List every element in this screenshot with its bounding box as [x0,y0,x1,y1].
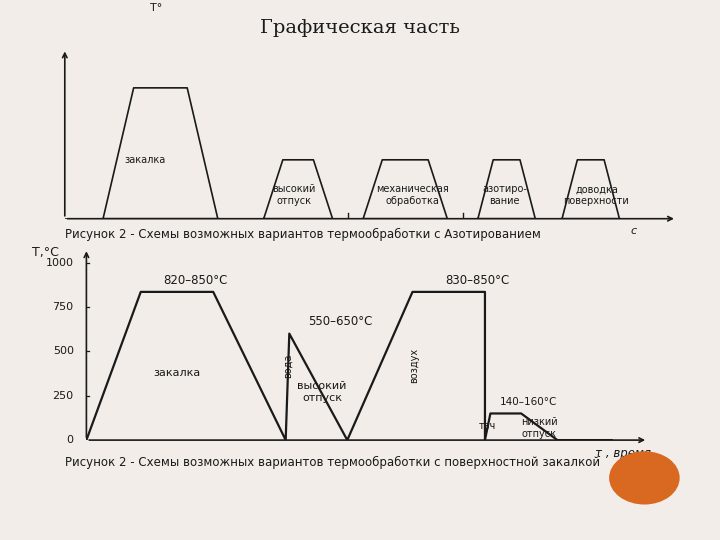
Text: 140–160°C: 140–160°C [500,397,557,407]
Text: азотиро-
вание: азотиро- вание [482,184,527,206]
Text: твч: твч [479,421,496,431]
Text: вода: вода [283,353,293,378]
Text: низкий
отпуск: низкий отпуск [521,417,557,439]
Text: Графическая часть: Графическая часть [260,19,460,37]
Text: 250: 250 [53,391,73,401]
Text: Рисунок 2 - Схемы возможных вариантов термообработки с поверхностной закалкой: Рисунок 2 - Схемы возможных вариантов те… [65,456,600,469]
Text: 1000: 1000 [45,258,73,268]
Text: 830–850°C: 830–850°C [446,274,510,287]
Text: закалка: закалка [125,155,166,165]
Text: механическая
обработка: механическая обработка [377,184,449,206]
Text: с: с [631,226,637,236]
Text: доводка
поверхности: доводка поверхности [564,184,629,206]
Text: 550–650°C: 550–650°C [308,315,372,328]
Text: 0: 0 [67,435,73,445]
Text: закалка: закалка [153,368,201,377]
Text: 500: 500 [53,346,73,356]
Text: высокий
отпуск: высокий отпуск [297,381,346,403]
Text: воздух: воздух [409,348,419,383]
Text: τ , время: τ , время [595,447,651,460]
Text: 820–850°C: 820–850°C [163,274,228,287]
Text: высокий
отпуск: высокий отпуск [273,184,316,206]
Text: Рисунок 2 - Схемы возможных вариантов термообработки с Азотированием: Рисунок 2 - Схемы возможных вариантов те… [65,228,541,241]
Text: T°: T° [150,3,163,13]
Text: 750: 750 [53,302,73,312]
Text: T,°C: T,°C [32,246,59,259]
